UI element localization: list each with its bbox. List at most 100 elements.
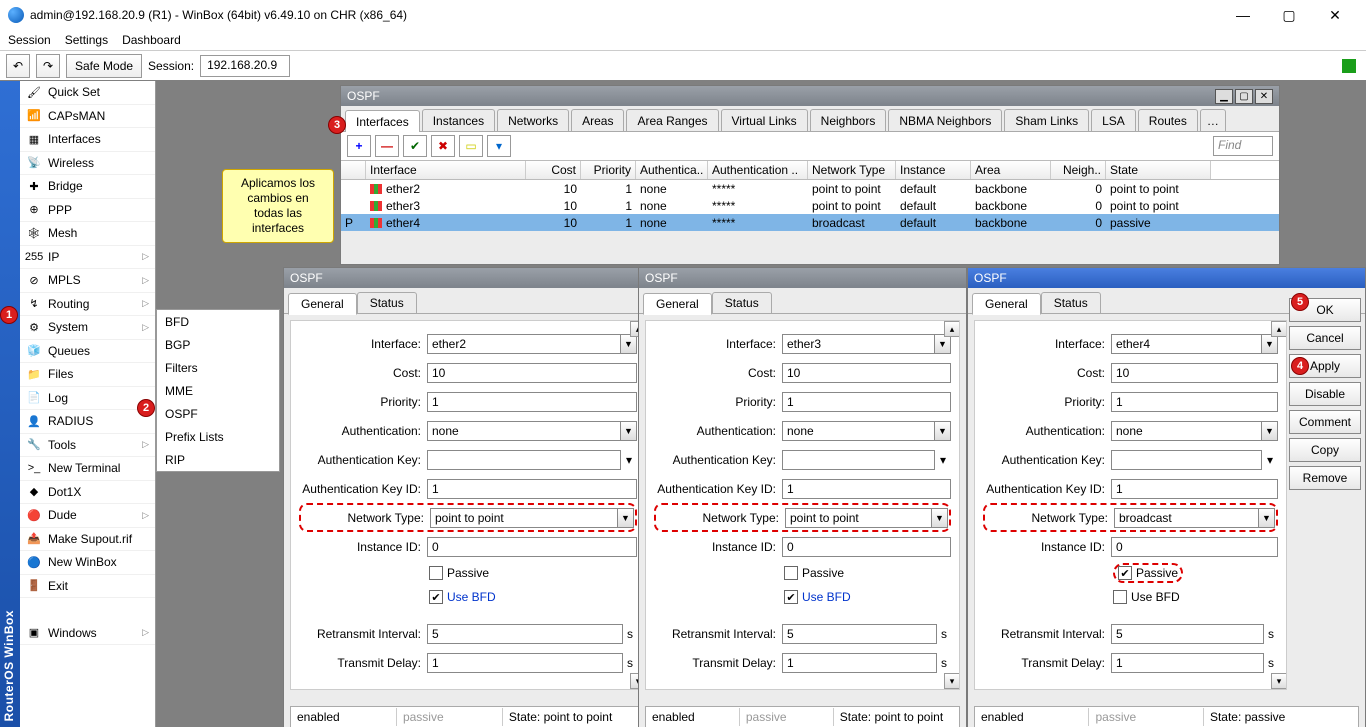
tab-neighbors[interactable]: Neighbors: [810, 109, 887, 131]
tab-status[interactable]: Status: [712, 292, 772, 314]
sidebar-item-new-terminal[interactable]: >_New Terminal: [20, 457, 155, 481]
network-type-select[interactable]: broadcast▼: [1114, 508, 1275, 528]
sidebar-item-radius[interactable]: 👤RADIUS: [20, 410, 155, 434]
chevron-down-icon[interactable]: ▼: [1261, 335, 1277, 353]
retransmit-input[interactable]: 5: [1111, 624, 1264, 644]
disable-button[interactable]: Disable: [1289, 382, 1361, 406]
dialog-titlebar[interactable]: OSPF: [639, 268, 966, 288]
col-header[interactable]: Network Type: [808, 161, 896, 179]
tab-networks[interactable]: Networks: [497, 109, 569, 131]
submenu-item-bfd[interactable]: BFD: [157, 310, 279, 333]
filter-button[interactable]: ▾: [487, 135, 511, 157]
col-header[interactable]: Authentication ..: [708, 161, 808, 179]
chevron-down-icon[interactable]: ▼: [620, 335, 636, 353]
submenu-item-ospf[interactable]: OSPF: [157, 402, 279, 425]
col-header[interactable]: Cost: [526, 161, 581, 179]
priority-input[interactable]: 1: [427, 392, 637, 412]
comment-button[interactable]: ▭: [459, 135, 483, 157]
scroll-up-icon[interactable]: ▴: [1271, 321, 1287, 337]
sidebar-item-routing[interactable]: ↯Routing▷: [20, 293, 155, 317]
submenu-item-mme[interactable]: MME: [157, 379, 279, 402]
scroll-down-icon[interactable]: ▾: [944, 673, 960, 689]
ospf-close-icon[interactable]: ✕: [1255, 89, 1273, 104]
auth-key-input[interactable]: [782, 450, 935, 470]
dialog-titlebar[interactable]: OSPF: [968, 268, 1365, 288]
instance-id-input[interactable]: 0: [427, 537, 637, 557]
col-header[interactable]: Interface: [366, 161, 526, 179]
sidebar-item-ppp[interactable]: ⊕PPP: [20, 199, 155, 223]
sidebar-item-bridge[interactable]: ✚Bridge: [20, 175, 155, 199]
auth-key-id-input[interactable]: 1: [1111, 479, 1278, 499]
auth-key-id-input[interactable]: 1: [427, 479, 637, 499]
priority-input[interactable]: 1: [1111, 392, 1278, 412]
submenu-item-rip[interactable]: RIP: [157, 448, 279, 471]
transmit-delay-input[interactable]: 1: [427, 653, 623, 673]
retransmit-input[interactable]: 5: [427, 624, 623, 644]
tab-nbma-neighbors[interactable]: NBMA Neighbors: [888, 109, 1002, 131]
scroll-up-icon[interactable]: ▴: [944, 321, 960, 337]
sidebar-item-interfaces[interactable]: ▦Interfaces: [20, 128, 155, 152]
table-row[interactable]: Pether4101none*****broadcastdefaultbackb…: [341, 214, 1279, 231]
tab-area-ranges[interactable]: Area Ranges: [626, 109, 718, 131]
enable-button[interactable]: ✔: [403, 135, 427, 157]
col-header[interactable]: Area: [971, 161, 1051, 179]
minimize-button[interactable]: —: [1220, 0, 1266, 30]
dialog-titlebar[interactable]: OSPF: [284, 268, 652, 288]
sidebar-item-mpls[interactable]: ⊘MPLS▷: [20, 269, 155, 293]
chevron-down-icon[interactable]: ▼: [620, 422, 636, 440]
retransmit-input[interactable]: 5: [782, 624, 937, 644]
use-bfd-checkbox[interactable]: ✔: [784, 590, 798, 604]
submenu-item-prefix-lists[interactable]: Prefix Lists: [157, 425, 279, 448]
col-header[interactable]: Instance: [896, 161, 971, 179]
chevron-down-icon[interactable]: ▾: [621, 453, 637, 467]
sidebar-item-windows[interactable]: ▣Windows▷: [20, 622, 155, 646]
sidebar-item-make-supout.rif[interactable]: 📤Make Supout.rif: [20, 528, 155, 552]
sidebar-item-dude[interactable]: 🔴Dude▷: [20, 504, 155, 528]
tab-more[interactable]: …: [1200, 109, 1226, 131]
passive-checkbox[interactable]: [429, 566, 443, 580]
tab-virtual-links[interactable]: Virtual Links: [721, 109, 808, 131]
find-input[interactable]: Find: [1213, 136, 1273, 156]
chevron-down-icon[interactable]: ▼: [1261, 422, 1277, 440]
priority-input[interactable]: 1: [782, 392, 951, 412]
sidebar-item-new-winbox[interactable]: 🔵New WinBox: [20, 551, 155, 575]
sidebar-item-quick-set[interactable]: 🖌Quick Set: [20, 81, 155, 105]
sidebar-item-mesh[interactable]: 🕸Mesh: [20, 222, 155, 246]
tab-routes[interactable]: Routes: [1138, 109, 1198, 131]
auth-select[interactable]: none▼: [427, 421, 637, 441]
interface-select[interactable]: ether4▼: [1111, 334, 1278, 354]
sidebar-item-wireless[interactable]: 📡Wireless: [20, 152, 155, 176]
table-row[interactable]: ether3101none*****point to pointdefaultb…: [341, 197, 1279, 214]
redo-button[interactable]: ↷: [36, 54, 60, 78]
cost-input[interactable]: 10: [1111, 363, 1278, 383]
scroll-down-icon[interactable]: ▾: [1271, 673, 1287, 689]
tab-areas[interactable]: Areas: [571, 109, 624, 131]
remove-button[interactable]: Remove: [1289, 466, 1361, 490]
maximize-button[interactable]: ▢: [1266, 0, 1312, 30]
submenu-item-filters[interactable]: Filters: [157, 356, 279, 379]
cancel-button[interactable]: Cancel: [1289, 326, 1361, 350]
auth-select[interactable]: none▼: [1111, 421, 1278, 441]
tab-instances[interactable]: Instances: [422, 109, 495, 131]
chevron-down-icon[interactable]: ▾: [1262, 453, 1278, 467]
col-header[interactable]: Priority: [581, 161, 636, 179]
chevron-down-icon[interactable]: ▼: [934, 335, 950, 353]
auth-select[interactable]: none▼: [782, 421, 951, 441]
tab-lsa[interactable]: LSA: [1091, 109, 1136, 131]
tab-status[interactable]: Status: [1041, 292, 1101, 314]
sidebar-item-log[interactable]: 📄Log: [20, 387, 155, 411]
col-header[interactable]: State: [1106, 161, 1211, 179]
sidebar-item-files[interactable]: 📁Files: [20, 363, 155, 387]
disable-button[interactable]: ✖: [431, 135, 455, 157]
tab-sham-links[interactable]: Sham Links: [1004, 109, 1089, 131]
sidebar-item-exit[interactable]: 🚪Exit: [20, 575, 155, 599]
cost-input[interactable]: 10: [782, 363, 951, 383]
menu-dashboard[interactable]: Dashboard: [122, 33, 181, 47]
remove-button[interactable]: —: [375, 135, 399, 157]
chevron-down-icon[interactable]: ▼: [617, 509, 633, 527]
passive-checkbox[interactable]: [784, 566, 798, 580]
undo-button[interactable]: ↶: [6, 54, 30, 78]
sidebar-item-tools[interactable]: 🔧Tools▷: [20, 434, 155, 458]
tab-general[interactable]: General: [643, 293, 712, 315]
auth-key-input[interactable]: [1111, 450, 1262, 470]
